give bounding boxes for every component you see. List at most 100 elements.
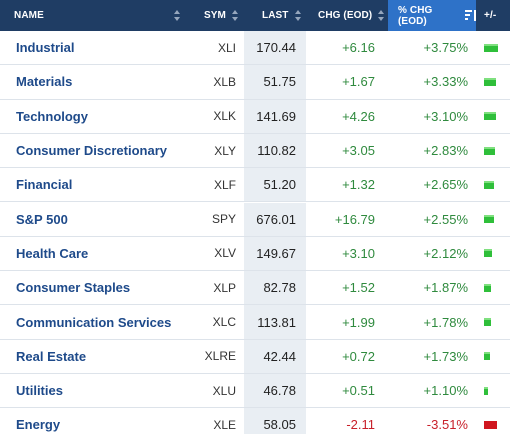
symbol-cell: XLU (212, 383, 236, 398)
percent-change-cell: +1.10% (423, 383, 468, 399)
change-cell: +3.10 (342, 245, 375, 261)
table-row[interactable]: Consumer Discretionary XLY 110.82 +3.05 +2.8… (0, 133, 510, 169)
table-row[interactable]: Health Care XLV 149.67 +3.10 +2.12% (0, 236, 510, 272)
table-row[interactable]: Materials XLB 51.75 +1.67 +3.33% (0, 65, 510, 100)
sector-name-link[interactable]: Consumer Staples (16, 280, 131, 296)
sector-name-link[interactable]: Consumer Discretionary (16, 143, 167, 159)
last-price-cell: 110.82 (257, 143, 296, 159)
sector-name-link[interactable]: Materials (16, 74, 73, 90)
sector-name-link[interactable]: Financial (16, 177, 73, 193)
table-row[interactable]: Communication Services XLC 113.81 +1.99 +1.7… (0, 305, 510, 340)
sector-name-link[interactable]: Real Estate (16, 348, 87, 364)
percent-change-cell: +2.55% (423, 211, 468, 227)
positive-change-bar (484, 386, 488, 395)
change-cell: +3.05 (342, 143, 375, 159)
last-price-highlight (244, 31, 306, 65)
sector-name-link[interactable]: Industrial (16, 40, 75, 56)
sort-descending-icon (464, 10, 476, 21)
table-row[interactable]: Energy XLE 58.05 -2.11 -3.51% (0, 408, 510, 434)
sector-name-link[interactable]: S&P 500 (16, 211, 68, 227)
positive-change-bar (484, 249, 492, 258)
percent-change-cell: +1.78% (423, 314, 468, 330)
column-header-bar-label: +/- (484, 10, 497, 21)
change-cell: +0.51 (342, 383, 375, 399)
last-price-cell: 113.81 (257, 314, 296, 330)
table-row[interactable]: Technology XLK 141.69 +4.26 +3.10% (0, 99, 510, 134)
change-cell: +4.26 (342, 108, 375, 124)
positive-change-bar (484, 112, 496, 121)
symbol-cell: XLRE (204, 349, 236, 364)
column-header-name[interactable]: NAME (14, 0, 44, 31)
symbol-cell: XLI (217, 40, 236, 55)
percent-change-cell: -3.51% (426, 417, 468, 433)
table-row[interactable]: S&P 500 SPY 676.01 +16.79 +2.55% (0, 202, 510, 237)
percent-change-cell: +1.87% (423, 280, 468, 296)
sector-name-link[interactable]: Energy (16, 417, 61, 433)
symbol-cell: XLV (214, 246, 236, 261)
change-cell: +6.16 (342, 40, 375, 56)
table-row[interactable]: Utilities XLU 46.78 +0.51 +1.10% (0, 374, 510, 409)
symbol-cell: XLB (213, 74, 236, 89)
last-price-cell: 149.67 (256, 245, 296, 261)
table-row[interactable]: Consumer Staples XLP 82.78 +1.52 +1.87% (0, 271, 510, 306)
change-cell: +1.52 (342, 280, 375, 296)
column-header-bar[interactable]: +/- (484, 0, 496, 31)
positive-change-bar (484, 77, 496, 86)
symbol-cell: XLY (214, 143, 236, 158)
table-row[interactable]: Real Estate XLRE 42.44 +0.72 +1.73% (0, 339, 510, 374)
last-price-highlight (244, 133, 306, 168)
column-header-sym[interactable]: SYM (204, 0, 239, 31)
symbol-cell: XLP (213, 280, 236, 295)
column-header-last-label: LAST (262, 10, 289, 21)
change-cell: +0.72 (342, 348, 375, 364)
sort-icon (174, 10, 181, 21)
last-price-highlight (244, 271, 306, 305)
change-bar-cell (484, 100, 498, 133)
percent-change-cell: +2.83% (423, 143, 468, 159)
percent-change-cell: +3.10% (423, 108, 468, 124)
column-header-sym-label: SYM (204, 10, 226, 21)
change-bar-cell (484, 340, 498, 373)
last-price-cell: 170.44 (256, 40, 296, 56)
column-header-chg-label: CHG (EOD) (318, 10, 373, 21)
last-price-highlight (244, 236, 306, 271)
change-bar-cell (484, 271, 498, 304)
change-bar-cell (484, 134, 498, 167)
percent-change-cell: +3.33% (423, 74, 468, 90)
positive-change-bar (484, 318, 491, 327)
last-price-cell: 82.78 (263, 280, 296, 296)
sector-name-link[interactable]: Technology (16, 108, 88, 124)
column-header-last[interactable]: LAST (262, 0, 302, 31)
symbol-cell: SPY (211, 212, 236, 227)
column-header-chg[interactable]: CHG (EOD) (318, 0, 385, 31)
sector-name-link[interactable]: Utilities (16, 383, 63, 399)
name-sort-icon[interactable] (168, 0, 181, 31)
symbol-cell: XLC (212, 315, 236, 330)
sort-icon (378, 10, 385, 21)
positive-change-bar (484, 215, 494, 224)
change-cell: +1.67 (342, 74, 375, 90)
table-header: NAME SYM LAST CHG (EOD) % CHG (EOD) +/- (0, 0, 510, 31)
last-price-highlight (244, 202, 306, 236)
percent-change-cell: +3.75% (423, 40, 468, 56)
last-price-cell: 676.01 (256, 211, 296, 227)
column-header-name-label: NAME (14, 10, 44, 21)
last-price-highlight (244, 168, 306, 202)
last-price-cell: 42.44 (263, 348, 296, 364)
sector-name-link[interactable]: Health Care (16, 245, 89, 261)
sort-icon (294, 10, 302, 21)
table-row[interactable]: Financial XLF 51.20 +1.32 +2.65% (0, 168, 510, 203)
last-price-highlight (244, 65, 306, 99)
change-cell: +16.79 (334, 211, 375, 227)
column-header-pct-label: % CHG (EOD) (398, 4, 433, 27)
sector-name-link[interactable]: Communication Services (16, 314, 172, 330)
positive-change-bar (484, 283, 491, 292)
last-price-cell: 141.69 (256, 108, 296, 124)
percent-change-cell: +2.65% (423, 177, 468, 193)
last-price-highlight (244, 374, 306, 408)
last-price-highlight (244, 408, 306, 434)
positive-change-bar (484, 43, 498, 52)
table-row[interactable]: Industrial XLI 170.44 +6.16 +3.75% (0, 31, 510, 66)
column-header-pct[interactable]: % CHG (EOD) (388, 0, 476, 31)
positive-change-bar (484, 146, 495, 155)
